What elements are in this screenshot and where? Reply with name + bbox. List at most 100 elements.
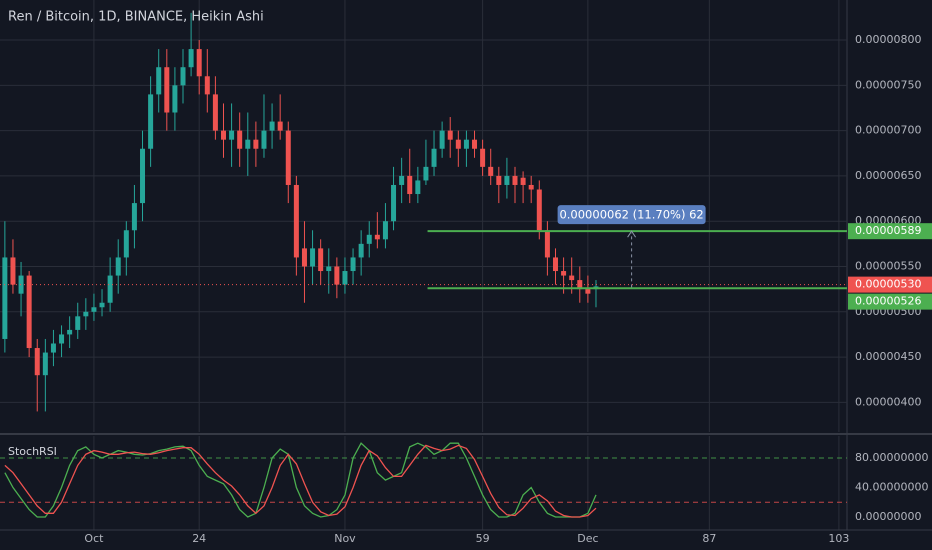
candle-body (552, 257, 558, 272)
candle-body (301, 248, 307, 267)
candle-body (261, 130, 267, 149)
stoch-line (4, 444, 597, 518)
candle-body (188, 49, 194, 68)
candle-body (520, 177, 526, 185)
candle-body (350, 257, 356, 272)
candle-body (544, 230, 550, 258)
y-tick-label: 80.00000000 (855, 451, 928, 464)
candle-body (18, 275, 24, 294)
candle-body (59, 334, 65, 344)
candle-body (407, 175, 413, 195)
candle-body (334, 266, 340, 285)
candle-body (569, 275, 575, 281)
candle-body (528, 184, 534, 190)
candle-body (480, 148, 486, 167)
candle-body (75, 316, 81, 330)
measure-box (557, 205, 706, 225)
candle-body (148, 94, 154, 149)
candle-body (431, 148, 437, 167)
candle-body (326, 266, 332, 272)
candle-body (391, 184, 397, 222)
candle-body (561, 271, 567, 276)
candle-body (472, 139, 478, 149)
candle-body (172, 85, 178, 113)
candle-body (342, 271, 348, 285)
candle-body (42, 352, 48, 376)
candle-body (358, 243, 364, 258)
candle-body (536, 189, 542, 231)
candle-body (504, 175, 510, 185)
axis-price-box (848, 293, 932, 310)
y-tick-label: 0.00000550 (855, 260, 921, 273)
candle-body (140, 148, 146, 204)
candle-body (212, 94, 218, 131)
x-tick-label: 24 (192, 532, 206, 545)
y-tick-label: 0.00000800 (855, 33, 921, 46)
candle-body (237, 130, 243, 149)
candle-body (293, 184, 299, 258)
x-tick-label: Nov (334, 532, 356, 545)
y-tick-label: 0.00000000 (855, 510, 921, 523)
y-tick-label: 0.00000650 (855, 169, 921, 182)
candle-body (220, 130, 226, 140)
stoch-line (4, 442, 597, 518)
x-tick-label: Oct (84, 532, 104, 545)
axis-price-label: 0.00000530 (855, 278, 921, 291)
candle-body (318, 248, 324, 272)
y-tick-label: 0.00000400 (855, 395, 921, 408)
candle-body (399, 175, 405, 185)
candle-body (512, 175, 518, 185)
y-tick-label: 0.00000700 (855, 124, 921, 137)
indicator-title: StochRSI (8, 445, 57, 458)
candle-body (91, 307, 97, 312)
candle-body (439, 130, 445, 149)
candle-body (26, 275, 32, 349)
y-tick-label: 0.00000450 (855, 350, 921, 363)
measure-label: 0.00000062 (11.70%) 62 (559, 208, 703, 222)
axis-price-box (848, 276, 932, 293)
candle-body (577, 280, 583, 290)
candle-body (229, 130, 235, 140)
candle-body (107, 275, 113, 303)
x-tick-label: Dec (577, 532, 598, 545)
candle-body (115, 257, 121, 276)
candle-body (310, 248, 316, 267)
x-tick-label: 59 (476, 532, 490, 545)
candle-body (455, 139, 461, 149)
candle-body (488, 166, 494, 176)
candle-body (415, 180, 421, 195)
candle-body (10, 257, 16, 285)
candle-body (156, 67, 162, 95)
candle-body (245, 139, 251, 149)
candle-body (269, 121, 275, 131)
candle-body (285, 130, 291, 185)
chart-title: Ren / Bitcoin, 1D, BINANCE, Heikin Ashi (8, 10, 264, 25)
candle-body (34, 348, 40, 376)
candle-body (2, 257, 8, 339)
candle-body (463, 139, 469, 149)
candle-body (447, 130, 453, 140)
candle-body (585, 289, 591, 294)
candle-body (180, 67, 186, 86)
candle-body (196, 49, 202, 77)
axis-price-box (848, 223, 932, 240)
candle-body (50, 343, 56, 353)
candle-body (67, 329, 73, 335)
x-tick-label: 103 (828, 532, 849, 545)
candle-body (496, 175, 502, 185)
x-tick-label: 87 (702, 532, 716, 545)
axis-price-label: 0.00000589 (855, 224, 921, 237)
candle-body (253, 139, 259, 149)
candle-body (374, 234, 380, 240)
candle-body (131, 203, 137, 231)
candle-body (366, 234, 372, 244)
candle-body (164, 67, 170, 113)
candle-body (423, 166, 429, 181)
axis-price-label: 0.00000526 (855, 295, 921, 308)
candle-body (204, 76, 210, 95)
y-tick-label: 40.00000000 (855, 481, 928, 494)
y-tick-label: 0.00000750 (855, 78, 921, 91)
